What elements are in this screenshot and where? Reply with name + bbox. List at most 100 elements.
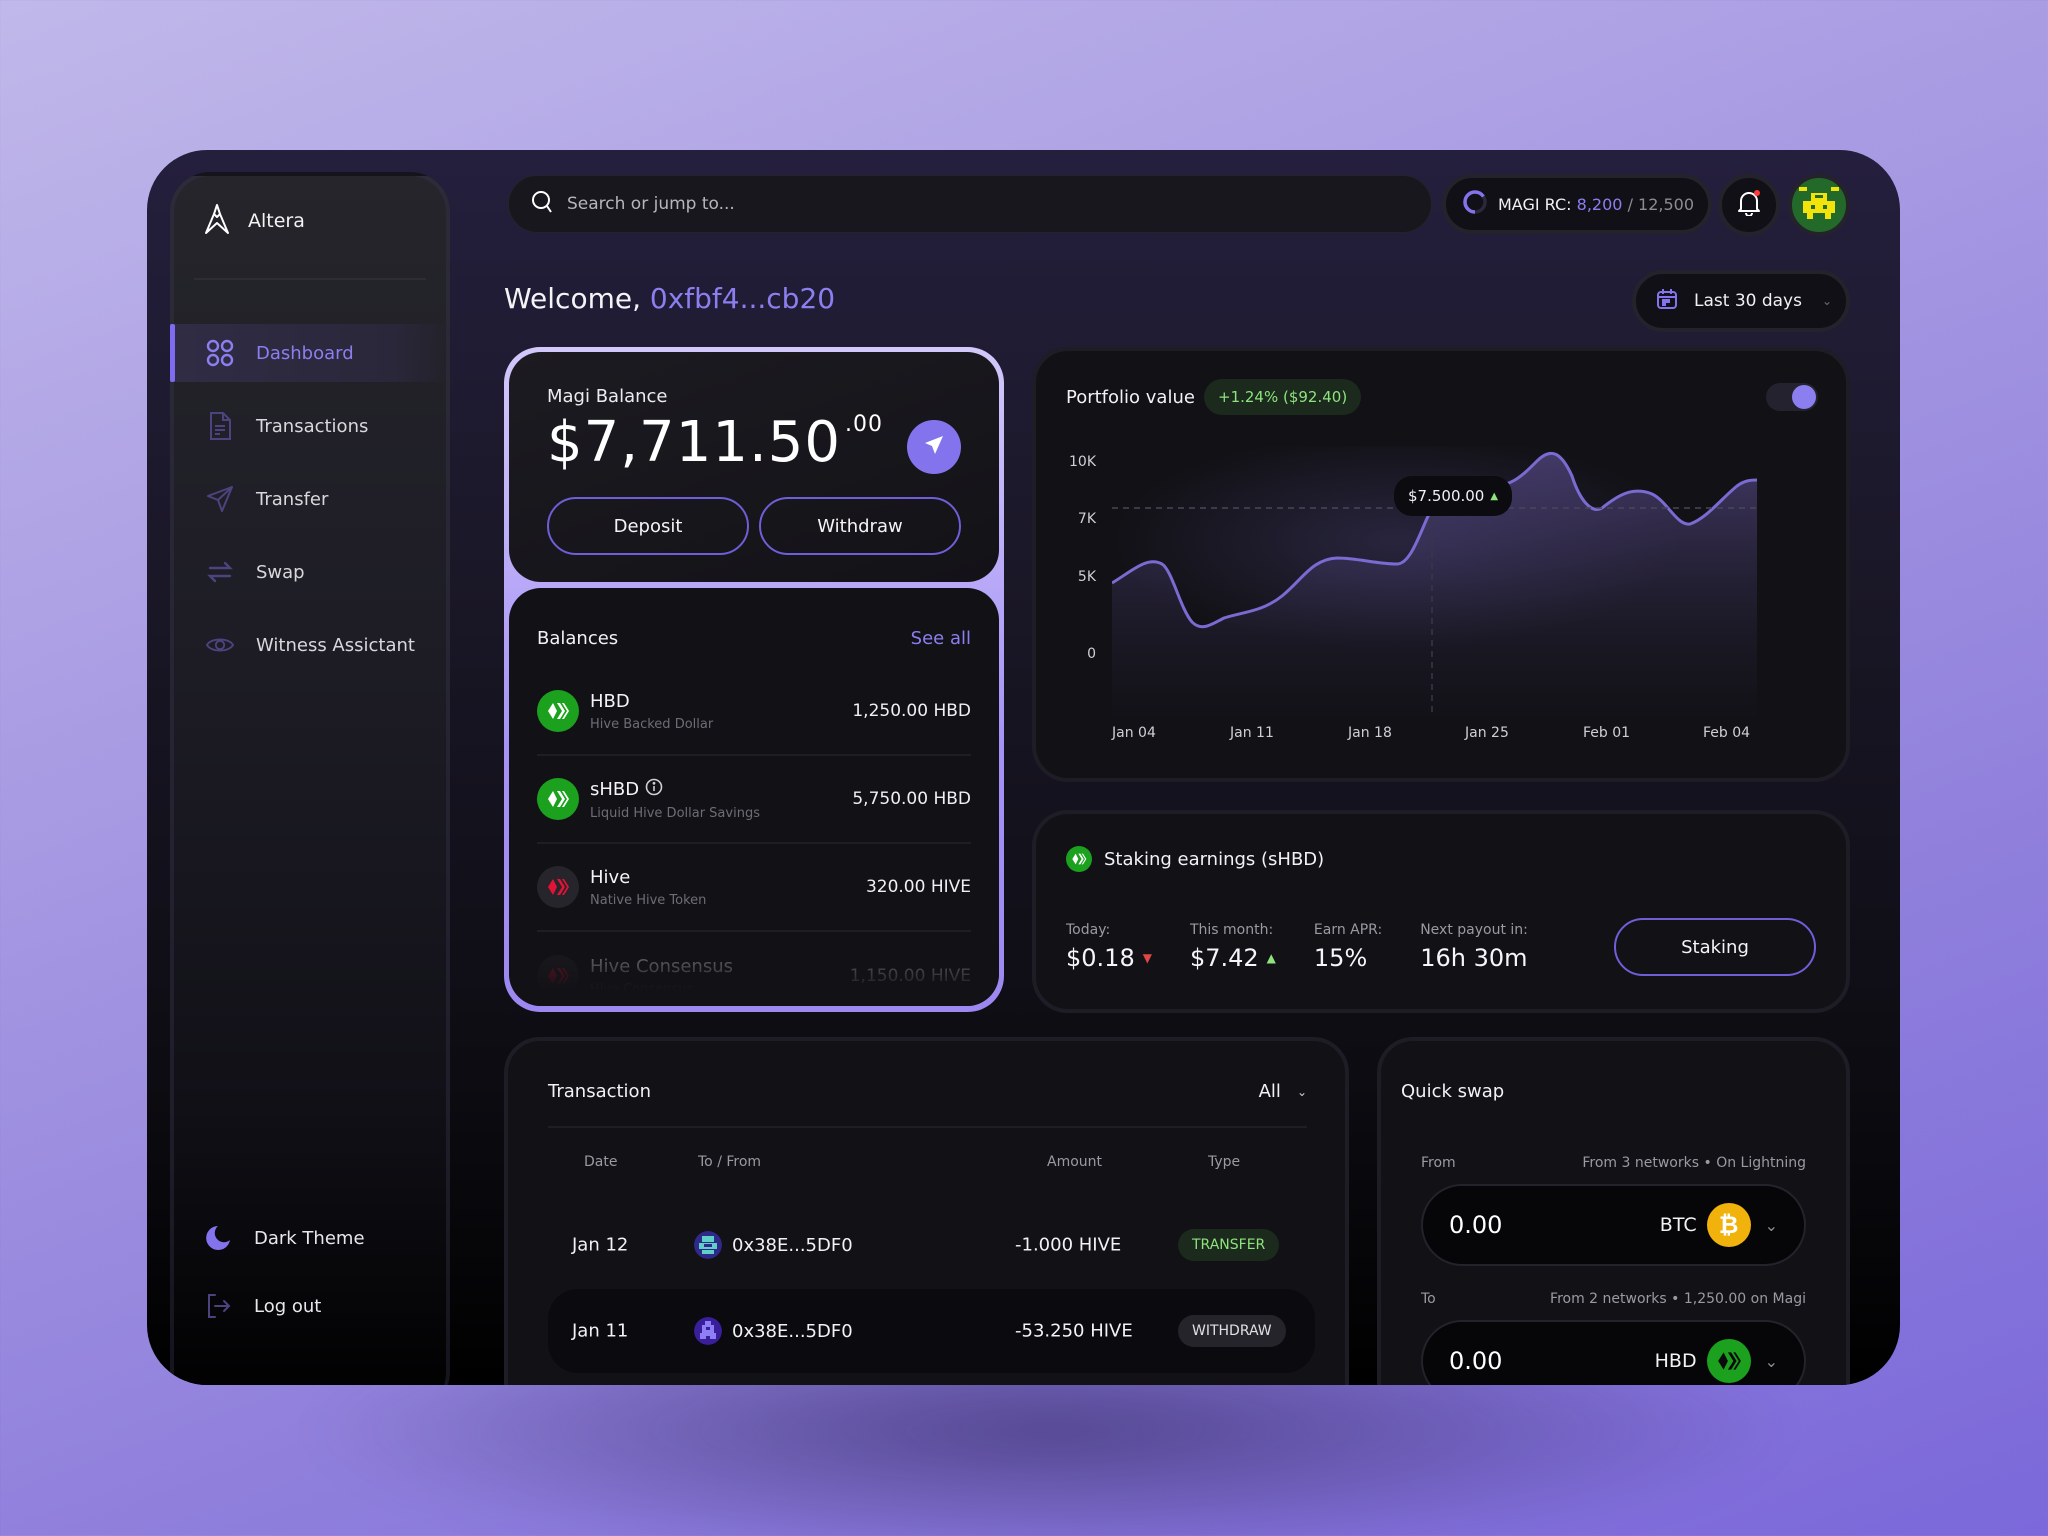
x-tick: Feb 01 <box>1583 725 1631 741</box>
token-amount: 1,250.00 HBD <box>852 701 971 721</box>
stat-value: 15% <box>1313 944 1368 972</box>
from-token-selector[interactable]: BTC ₿ ⌄ <box>1660 1203 1778 1247</box>
magi-balance-card: Magi Balance $7,711.50.00 Deposit Withdr… <box>509 352 999 582</box>
search-input[interactable] <box>567 194 1367 214</box>
column-header-to-from[interactable]: To / From <box>698 1154 762 1170</box>
balance-row-hbd[interactable]: HBD Hive Backed Dollar 1,250.00 HBD <box>537 668 971 756</box>
date-range-dropdown[interactable]: Last 30 days ⌄ <box>1632 270 1850 332</box>
transactions-card: Transaction All ⌄ Date To / From Amount … <box>504 1037 1349 1385</box>
date-range-value: Last 30 days <box>1694 291 1802 311</box>
balances-card: Balances See all HBD Hive Backed Dollar … <box>509 588 999 1006</box>
eye-icon <box>206 631 234 659</box>
info-icon[interactable] <box>645 778 663 801</box>
stat-label: Today: <box>1066 922 1111 938</box>
hive-coin-icon <box>537 866 579 908</box>
triangle-up-icon: ▲ <box>1490 490 1499 502</box>
balance-cents: .00 <box>845 412 884 437</box>
document-icon <box>206 412 234 440</box>
x-tick: Jan 04 <box>1112 725 1156 741</box>
chevron-down-icon: ⌄ <box>1764 1215 1778 1235</box>
token-subtitle: Hive Backed Dollar <box>590 716 714 732</box>
altera-logo-icon <box>204 203 230 239</box>
column-header-amount[interactable]: Amount <box>1047 1154 1103 1170</box>
to-label-row: To From 2 networks • 1,250.00 on Magi <box>1421 1291 1806 1307</box>
txn-address[interactable]: 0x38E...5DF0 <box>732 1234 853 1256</box>
portfolio-change-badge: +1.24% ($92.40) <box>1204 379 1362 415</box>
balance-panel: Magi Balance $7,711.50.00 Deposit Withdr… <box>504 347 1004 1012</box>
sidebar-item-label: Dashboard <box>256 342 354 364</box>
balances-title: Balances <box>537 628 619 649</box>
triangle-down-icon: ▼ <box>1142 951 1152 965</box>
sidebar-item-swap[interactable]: Swap <box>170 543 450 601</box>
pixel-avatar-icon <box>694 1317 722 1345</box>
pixel-avatar-icon <box>694 1231 722 1259</box>
to-label: To <box>1421 1291 1436 1307</box>
staking-button[interactable]: Staking <box>1614 918 1816 976</box>
sidebar-bottom: Dark Theme Log out <box>204 1218 365 1354</box>
stat-value: $0.18 ▼ <box>1066 944 1152 972</box>
stat-label: Earn APR: <box>1313 922 1383 938</box>
dark-theme-toggle[interactable]: Dark Theme <box>204 1218 365 1258</box>
search-bar[interactable] <box>508 175 1432 233</box>
withdraw-button[interactable]: Withdraw <box>759 497 961 555</box>
sidebar-item-label: Swap <box>256 561 305 583</box>
hbd-coin-icon <box>1706 1339 1751 1383</box>
table-row[interactable]: Jan 12 0x38E...5DF0 -1.000 HIVE TRANSFER <box>548 1203 1315 1287</box>
txn-date: Jan 11 <box>572 1320 629 1342</box>
rc-value: 8,200 <box>1576 194 1623 214</box>
user-avatar[interactable] <box>1788 174 1850 236</box>
welcome-prefix: Welcome, <box>504 282 641 315</box>
stat-apr: Earn APR: 15% <box>1314 922 1382 972</box>
hbd-coin-icon <box>537 690 579 732</box>
balance-row-hive[interactable]: Hive Native Hive Token 320.00 HIVE <box>537 844 971 932</box>
rc-label: MAGI RC: <box>1498 194 1572 214</box>
y-tick: 0 <box>1087 646 1096 662</box>
stat-value: $7.42 ▲ <box>1190 944 1276 972</box>
portfolio-toggle[interactable] <box>1766 383 1818 411</box>
send-button[interactable] <box>907 420 961 474</box>
staking-title: Staking earnings (sHBD) <box>1104 848 1325 870</box>
balances-header: Balances See all <box>537 628 971 649</box>
from-networks: From 3 networks <box>1582 1155 1700 1171</box>
token-symbol: HBD <box>1654 1350 1697 1372</box>
toggle-knob <box>1792 385 1816 409</box>
table-row[interactable]: Jan 11 0x38E...5DF0 -53.250 HIVE WITHDRA… <box>548 1289 1315 1373</box>
x-tick: Jan 25 <box>1465 725 1509 741</box>
balance-row-shbd[interactable]: sHBD Liquid Hive Dollar Savings 5,750.00… <box>537 756 971 844</box>
send-icon <box>923 434 945 460</box>
hbd-coin-icon <box>1066 846 1092 872</box>
see-all-link[interactable]: See all <box>910 628 971 649</box>
sidebar-item-transfer[interactable]: Transfer <box>170 470 450 528</box>
stat-this-month: This month: $7.42 ▲ <box>1190 922 1276 972</box>
sidebar-item-witness-assistant[interactable]: Witness Assictant <box>170 616 450 674</box>
transaction-filter-dropdown[interactable]: All ⌄ <box>1259 1081 1307 1102</box>
column-header-type[interactable]: Type <box>1208 1154 1241 1170</box>
stat-label: Next payout in: <box>1420 922 1528 938</box>
divider <box>194 278 426 280</box>
from-amount-input[interactable] <box>1449 1211 1599 1239</box>
deposit-button[interactable]: Deposit <box>547 497 749 555</box>
to-token-selector[interactable]: HBD ⌄ <box>1655 1339 1778 1383</box>
magi-rc-indicator[interactable]: MAGI RC: 8,200 / 12,500 <box>1442 174 1712 234</box>
chevron-down-icon: ⌄ <box>1296 1084 1307 1099</box>
list-fade <box>509 936 999 1006</box>
to-amount-input[interactable] <box>1449 1347 1599 1375</box>
token-name: HBD <box>590 690 630 712</box>
notifications-button[interactable] <box>1718 174 1780 236</box>
column-header-date[interactable]: Date <box>584 1154 618 1170</box>
rc-total: / 12,500 <box>1627 194 1695 214</box>
wallet-address[interactable]: 0xfbf4...cb20 <box>649 282 836 315</box>
sidebar-item-label: Transactions <box>256 415 369 437</box>
from-amount-field[interactable]: BTC ₿ ⌄ <box>1421 1184 1806 1266</box>
token-subtitle: Native Hive Token <box>590 892 707 908</box>
stat-today: Today: $0.18 ▼ <box>1066 922 1152 972</box>
sidebar-item-transactions[interactable]: Transactions <box>170 397 450 455</box>
from-info: From 3 networks • On Lightning <box>1582 1155 1806 1171</box>
to-amount-field[interactable]: HBD ⌄ <box>1421 1320 1806 1385</box>
sidebar-item-dashboard[interactable]: Dashboard <box>170 324 450 382</box>
staking-card: Staking earnings (sHBD) Today: $0.18 ▼ Th… <box>1032 810 1850 1013</box>
brand[interactable]: Altera <box>204 201 305 241</box>
logout-button[interactable]: Log out <box>204 1286 365 1326</box>
notification-dot <box>1754 190 1760 196</box>
txn-address[interactable]: 0x38E...5DF0 <box>732 1320 853 1342</box>
